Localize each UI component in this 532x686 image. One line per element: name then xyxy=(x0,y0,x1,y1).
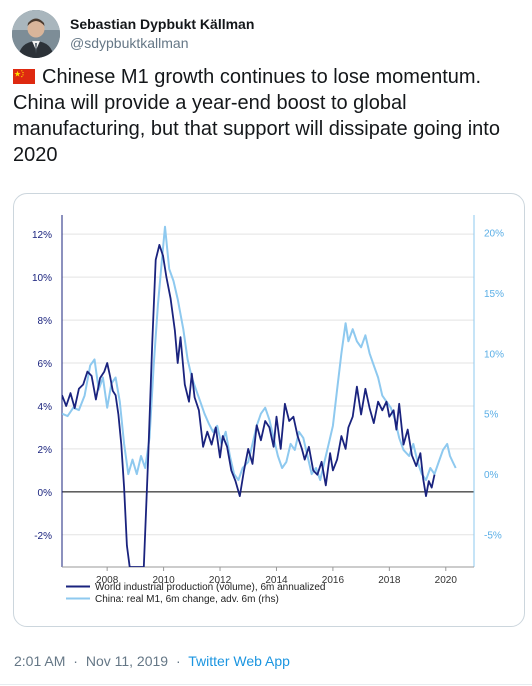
tweet-source-link[interactable]: Twitter Web App xyxy=(188,653,290,669)
avatar[interactable] xyxy=(12,10,60,58)
y-left-tick-label: 0% xyxy=(38,488,53,499)
avatar-photo xyxy=(12,10,60,58)
y-right-tick-label: 10% xyxy=(484,349,504,360)
chart: 12% 10% 8% 6% 4% 2% 0% -2% 20% 15% 10% 5% 0% -5% 2008 2… xyxy=(32,215,504,605)
tweet-meta: 2:01 AM · Nov 11, 2019 · Twitter Web App xyxy=(14,653,290,669)
author-handle[interactable]: @sdypbuktkallman xyxy=(70,35,189,51)
y-right-tick-label: 15% xyxy=(484,289,504,300)
x-tick-label: 2018 xyxy=(378,575,401,586)
x-tick-label: 2010 xyxy=(152,575,175,586)
y-right-tick-label: 20% xyxy=(484,229,504,240)
legend-label: China: real M1, 6m change, adv. 6m (rhs) xyxy=(95,594,279,605)
y-left-tick-label: 6% xyxy=(38,359,53,370)
y-left-tick-label: 2% xyxy=(38,445,53,456)
y-right-tick-label: 0% xyxy=(484,470,499,481)
series-line-world-industrial-production xyxy=(62,244,436,567)
x-tick-label: 2020 xyxy=(435,575,458,586)
china-flag-icon xyxy=(13,69,35,84)
y-left-tick-label: 4% xyxy=(38,402,53,413)
tweet-text: Chinese M1 growth continues to lose mome… xyxy=(13,64,519,168)
y-left-tick-label: 8% xyxy=(38,316,53,327)
y-left-tick-label: -2% xyxy=(34,531,52,542)
y-right-tick-label: 5% xyxy=(484,410,499,421)
tweet-time[interactable]: 2:01 AM xyxy=(14,653,66,669)
meta-separator: · xyxy=(73,653,78,669)
tweet-body: Chinese M1 growth continues to lose mome… xyxy=(13,66,500,166)
y-left-tick-label: 12% xyxy=(32,230,52,241)
x-tick-label: 2008 xyxy=(96,575,119,586)
tweet-header: Sebastian Dypbukt Källman @sdypbuktkallm… xyxy=(12,10,512,58)
meta-separator: · xyxy=(175,653,181,669)
author-name[interactable]: Sebastian Dypbukt Källman xyxy=(70,16,255,32)
x-tick-label: 2016 xyxy=(322,575,345,586)
y-right-tick-label: -5% xyxy=(484,530,502,541)
legend-label: World industrial production (volume), 6m… xyxy=(95,582,325,593)
x-tick-label: 2012 xyxy=(209,575,232,586)
divider xyxy=(0,684,532,685)
chart-image-card[interactable]: 12% 10% 8% 6% 4% 2% 0% -2% 20% 15% 10% 5% 0% -5% 2008 2… xyxy=(13,193,525,627)
x-tick-label: 2014 xyxy=(265,575,288,586)
tweet-date[interactable]: Nov 11, 2019 xyxy=(85,653,169,669)
y-left-tick-label: 10% xyxy=(32,273,52,284)
